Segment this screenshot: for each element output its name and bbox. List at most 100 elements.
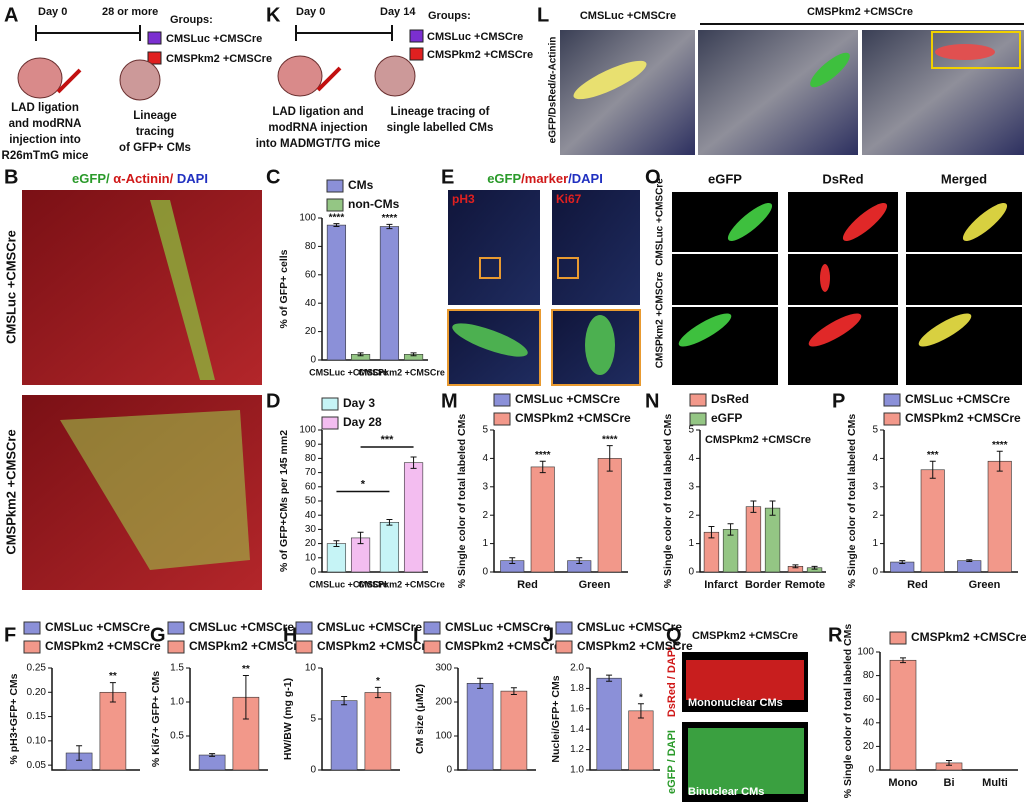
cell	[935, 44, 995, 60]
timeline-end: 28 or more	[102, 6, 158, 18]
bar	[596, 677, 622, 771]
y-tick-label: 0	[310, 567, 316, 578]
error-bar	[996, 450, 1003, 472]
significance: *	[361, 478, 366, 490]
panel-label: K	[266, 4, 281, 26]
x-tick-label: Infarct	[704, 579, 738, 591]
y-tick-label: 80	[305, 241, 317, 252]
stain-label: eGFP/DsRed/α-Actinin	[548, 37, 559, 144]
error-bar	[637, 703, 644, 719]
y-tick-label: 100	[435, 731, 452, 742]
micrograph	[906, 192, 1022, 385]
caption: Binuclear CMs	[688, 786, 764, 798]
y-tick-label: 90	[305, 439, 317, 450]
error-bar	[386, 223, 393, 230]
y-axis-label: Nuclei/GFP+ CMs	[550, 675, 562, 762]
panel-a: A Day 0 28 or more Groups: CMSLuc +CMSCr…	[2, 4, 273, 162]
y-tick-label: 100	[299, 213, 316, 224]
y-tick-label: 5	[872, 425, 878, 436]
zoom-box	[557, 257, 579, 279]
legend-swatch	[689, 393, 707, 407]
bar	[764, 507, 781, 573]
y-tick-label: 60	[305, 269, 317, 280]
timeline-start: Day 0	[296, 6, 325, 18]
panel-e: E eGFP/marker/DAPI pH3 Ki67	[441, 166, 641, 386]
y-tick-label: 0.25	[27, 663, 47, 674]
y-tick-label: 300	[435, 663, 452, 674]
legend-swatch	[423, 640, 441, 654]
error-bar	[576, 557, 583, 564]
heart-icon	[17, 57, 63, 99]
cell	[688, 728, 804, 794]
y-tick-label: 2	[482, 510, 488, 521]
legend-swatch	[493, 412, 511, 426]
gfp-region	[60, 410, 250, 570]
significance: **	[242, 664, 250, 675]
panel-q: Q CMSPkm2 +CMSCre Mononuclear CMs Binucl…	[666, 624, 808, 802]
legend-swatch	[689, 412, 707, 426]
y-axis-label: % of GFP+ cells	[278, 249, 290, 328]
group-label: CMSPkm2 +CMSCre	[807, 6, 913, 18]
x-tick-label: Remote	[785, 579, 825, 591]
cell	[918, 313, 972, 347]
y-tick-label: 3	[872, 481, 878, 492]
bar	[379, 226, 400, 361]
cell	[842, 202, 888, 242]
bar	[530, 466, 555, 573]
panel-label: M	[441, 390, 458, 412]
caption: injection into	[9, 134, 81, 146]
error-bar	[946, 760, 952, 766]
y-tick-label: 40	[305, 298, 317, 309]
legend-label: CMSLuc +CMSCre	[317, 620, 422, 634]
legend-swatch	[295, 640, 313, 654]
legend-label: non-CMs	[348, 197, 400, 211]
error-bar	[539, 460, 546, 474]
y-tick-label: 1	[872, 538, 878, 549]
gfp-region	[150, 200, 215, 380]
y-tick-label: 20	[305, 538, 317, 549]
y-axis-label: % Ki67+ GFP+ CMs	[150, 671, 162, 767]
bar	[403, 462, 424, 573]
stain: DAPI	[177, 171, 208, 186]
legend-label: DsRed	[711, 392, 749, 406]
bar	[466, 682, 494, 771]
error-bar	[76, 745, 83, 761]
cell	[585, 315, 615, 375]
error-bar	[769, 500, 776, 516]
x-tick-label: CMSLuc +CMSCre	[309, 579, 388, 589]
legend-label: CMSPkm2 +CMSCre	[445, 639, 561, 653]
row-label: CMSLuc +CMSCre	[3, 230, 18, 344]
y-tick-label: 80	[305, 453, 317, 464]
bar	[99, 691, 127, 771]
error-bar	[750, 500, 757, 513]
cell	[820, 264, 830, 292]
panel-label: L	[537, 4, 549, 26]
y-tick-label: 1.2	[570, 744, 584, 755]
row-label: CMSLuc +CMSCre	[655, 178, 666, 266]
legend-swatch	[883, 412, 901, 426]
y-tick-label: 1.0	[570, 765, 584, 776]
y-axis-label: % Single color of total labeled CMs	[456, 414, 468, 589]
error-bar	[606, 674, 613, 682]
panel-label: D	[266, 390, 280, 412]
y-tick-label: 0	[872, 567, 878, 578]
row-label: CMSPkm2 +CMSCre	[655, 271, 666, 368]
significance: ****	[329, 212, 345, 223]
significance: ****	[602, 434, 618, 445]
legend-swatch	[326, 198, 344, 212]
error-bar	[510, 687, 517, 696]
bar	[889, 659, 917, 771]
group: CMSPkm2 +CMSCre	[166, 53, 272, 65]
syringe-icon	[56, 68, 82, 94]
group-label: CMSLuc +CMSCre	[580, 10, 676, 22]
y-tick-label: 70	[305, 467, 317, 478]
y-tick-label: 10	[305, 663, 317, 674]
syringe-icon	[316, 66, 342, 92]
column-label: eGFP	[708, 171, 742, 186]
caption: Mononuclear CMs	[688, 697, 783, 709]
bar	[500, 690, 528, 771]
panel-label: C	[266, 166, 280, 188]
column-label: DsRed	[822, 171, 863, 186]
x-tick-label: Red	[517, 579, 538, 591]
